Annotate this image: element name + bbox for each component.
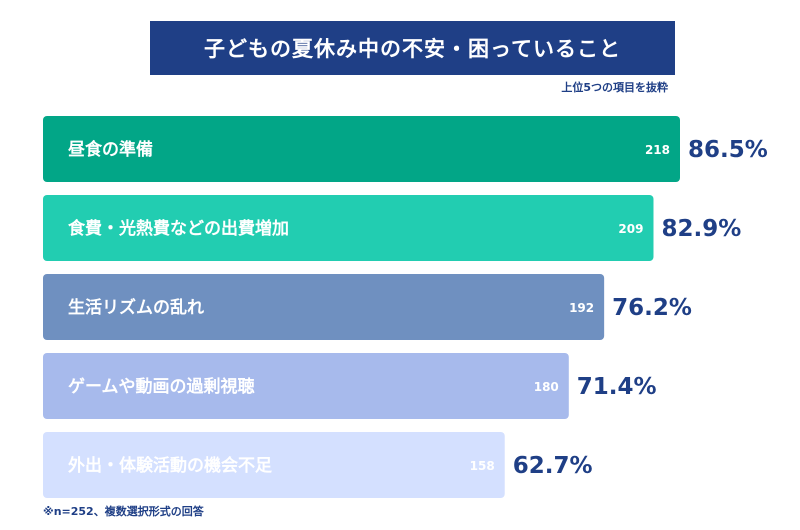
bar-count-3: 192 bbox=[569, 301, 594, 315]
bar-count-5: 158 bbox=[470, 459, 495, 473]
bar-label-2: 食費・光熱費などの出費増加 bbox=[68, 218, 289, 239]
bar-3 bbox=[43, 274, 605, 340]
bar-5 bbox=[43, 432, 505, 498]
bar-4 bbox=[43, 353, 569, 419]
bar-count-2: 209 bbox=[618, 222, 643, 236]
bar-label-4: ゲームや動画の過剰視聴 bbox=[68, 376, 255, 397]
bar-percent-1: 86.5% bbox=[688, 137, 768, 163]
chart-subtitle: 上位5つの項目を抜粋 bbox=[561, 81, 668, 94]
bar-count-1: 218 bbox=[645, 143, 670, 157]
bar-count-4: 180 bbox=[534, 380, 559, 394]
bar-1 bbox=[43, 116, 680, 182]
chart-title: 子どもの夏休み中の不安・困っていること bbox=[150, 21, 675, 75]
bar-2 bbox=[43, 195, 654, 261]
bar-label-3: 生活リズムの乱れ bbox=[68, 297, 204, 318]
chart-note: ※n=252、複数選択形式の回答 bbox=[43, 505, 204, 518]
bar-label-5: 外出・体験活動の機会不足 bbox=[68, 455, 272, 476]
bar-percent-2: 82.9% bbox=[661, 216, 741, 242]
bar-percent-3: 76.2% bbox=[612, 295, 692, 321]
bar-percent-5: 62.7% bbox=[513, 453, 593, 479]
bar-percent-4: 71.4% bbox=[577, 374, 657, 400]
bar-label-1: 昼食の準備 bbox=[68, 139, 153, 160]
